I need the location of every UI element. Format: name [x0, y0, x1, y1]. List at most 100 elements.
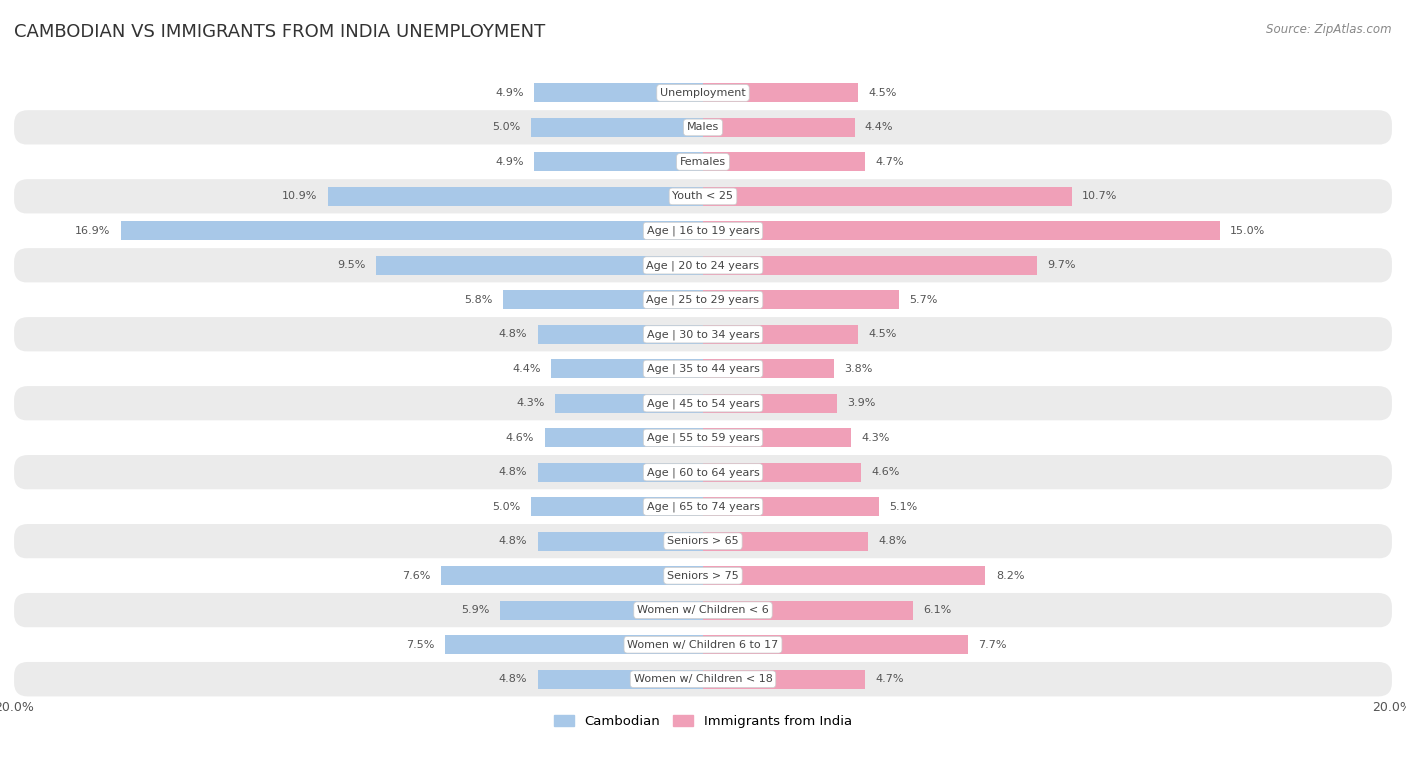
FancyBboxPatch shape	[14, 386, 1392, 421]
Text: Age | 30 to 34 years: Age | 30 to 34 years	[647, 329, 759, 340]
Text: 5.1%: 5.1%	[889, 502, 917, 512]
FancyBboxPatch shape	[14, 179, 1392, 213]
Text: Source: ZipAtlas.com: Source: ZipAtlas.com	[1267, 23, 1392, 36]
Text: Age | 60 to 64 years: Age | 60 to 64 years	[647, 467, 759, 478]
Text: Age | 45 to 54 years: Age | 45 to 54 years	[647, 398, 759, 409]
Bar	[703, 463, 862, 481]
Text: 5.0%: 5.0%	[492, 123, 520, 132]
FancyBboxPatch shape	[14, 282, 1392, 317]
FancyBboxPatch shape	[14, 559, 1392, 593]
Text: 4.4%: 4.4%	[865, 123, 893, 132]
Text: 7.7%: 7.7%	[979, 640, 1007, 650]
Text: Seniors > 75: Seniors > 75	[666, 571, 740, 581]
Bar	[703, 635, 969, 654]
Text: 5.9%: 5.9%	[461, 606, 489, 615]
Bar	[444, 635, 703, 654]
Text: 4.9%: 4.9%	[495, 157, 524, 167]
Text: 6.1%: 6.1%	[924, 606, 952, 615]
Bar	[537, 670, 703, 689]
Text: 4.5%: 4.5%	[869, 88, 897, 98]
Text: 7.6%: 7.6%	[402, 571, 430, 581]
Text: 4.8%: 4.8%	[499, 329, 527, 339]
Bar	[703, 360, 834, 378]
Text: Unemployment: Unemployment	[661, 88, 745, 98]
Text: 15.0%: 15.0%	[1230, 226, 1265, 236]
Bar	[703, 221, 1219, 241]
Bar	[703, 291, 900, 310]
Bar	[703, 566, 986, 585]
Text: Age | 65 to 74 years: Age | 65 to 74 years	[647, 502, 759, 512]
Bar	[703, 601, 912, 620]
Text: 3.8%: 3.8%	[844, 364, 873, 374]
Text: Age | 25 to 29 years: Age | 25 to 29 years	[647, 294, 759, 305]
Text: 9.5%: 9.5%	[337, 260, 366, 270]
Bar	[703, 325, 858, 344]
FancyBboxPatch shape	[14, 213, 1392, 248]
Text: 4.8%: 4.8%	[499, 536, 527, 547]
FancyBboxPatch shape	[14, 524, 1392, 559]
Legend: Cambodian, Immigrants from India: Cambodian, Immigrants from India	[548, 709, 858, 734]
Bar	[537, 531, 703, 551]
Bar	[499, 601, 703, 620]
Bar	[537, 463, 703, 481]
Bar	[703, 497, 879, 516]
FancyBboxPatch shape	[14, 145, 1392, 179]
Text: 4.5%: 4.5%	[869, 329, 897, 339]
Bar	[703, 670, 865, 689]
FancyBboxPatch shape	[14, 593, 1392, 628]
Text: 7.5%: 7.5%	[406, 640, 434, 650]
Text: Age | 35 to 44 years: Age | 35 to 44 years	[647, 363, 759, 374]
Text: Males: Males	[688, 123, 718, 132]
Bar	[534, 152, 703, 171]
FancyBboxPatch shape	[14, 76, 1392, 111]
FancyBboxPatch shape	[14, 351, 1392, 386]
Bar	[703, 394, 838, 413]
Text: Youth < 25: Youth < 25	[672, 192, 734, 201]
Bar	[703, 152, 865, 171]
Text: 4.8%: 4.8%	[499, 674, 527, 684]
Bar	[531, 118, 703, 137]
Bar	[555, 394, 703, 413]
FancyBboxPatch shape	[14, 490, 1392, 524]
Text: Females: Females	[681, 157, 725, 167]
FancyBboxPatch shape	[14, 662, 1392, 696]
Text: 8.2%: 8.2%	[995, 571, 1025, 581]
Text: 4.9%: 4.9%	[495, 88, 524, 98]
Text: 10.7%: 10.7%	[1083, 192, 1118, 201]
Bar	[703, 428, 851, 447]
FancyBboxPatch shape	[14, 317, 1392, 351]
Bar	[503, 291, 703, 310]
Text: Women w/ Children < 6: Women w/ Children < 6	[637, 606, 769, 615]
Text: 4.6%: 4.6%	[872, 467, 900, 477]
Text: 4.3%: 4.3%	[516, 398, 544, 408]
Bar	[537, 325, 703, 344]
Text: 4.7%: 4.7%	[875, 157, 904, 167]
Text: 5.0%: 5.0%	[492, 502, 520, 512]
Text: Age | 16 to 19 years: Age | 16 to 19 years	[647, 226, 759, 236]
Bar	[703, 83, 858, 102]
Text: 5.7%: 5.7%	[910, 295, 938, 305]
Text: 5.8%: 5.8%	[464, 295, 494, 305]
Bar	[375, 256, 703, 275]
Text: Age | 20 to 24 years: Age | 20 to 24 years	[647, 260, 759, 270]
Text: 10.9%: 10.9%	[281, 192, 318, 201]
Text: 4.3%: 4.3%	[862, 433, 890, 443]
Bar	[121, 221, 703, 241]
Text: 4.6%: 4.6%	[506, 433, 534, 443]
Bar	[703, 187, 1071, 206]
FancyBboxPatch shape	[14, 248, 1392, 282]
FancyBboxPatch shape	[14, 421, 1392, 455]
Text: 4.8%: 4.8%	[499, 467, 527, 477]
FancyBboxPatch shape	[14, 628, 1392, 662]
FancyBboxPatch shape	[14, 455, 1392, 490]
Text: Seniors > 65: Seniors > 65	[668, 536, 738, 547]
Text: 16.9%: 16.9%	[75, 226, 111, 236]
Text: 4.4%: 4.4%	[513, 364, 541, 374]
Bar	[531, 497, 703, 516]
Text: 4.8%: 4.8%	[879, 536, 907, 547]
Bar	[544, 428, 703, 447]
Text: Women w/ Children 6 to 17: Women w/ Children 6 to 17	[627, 640, 779, 650]
Text: Women w/ Children < 18: Women w/ Children < 18	[634, 674, 772, 684]
Text: 9.7%: 9.7%	[1047, 260, 1076, 270]
FancyBboxPatch shape	[14, 111, 1392, 145]
